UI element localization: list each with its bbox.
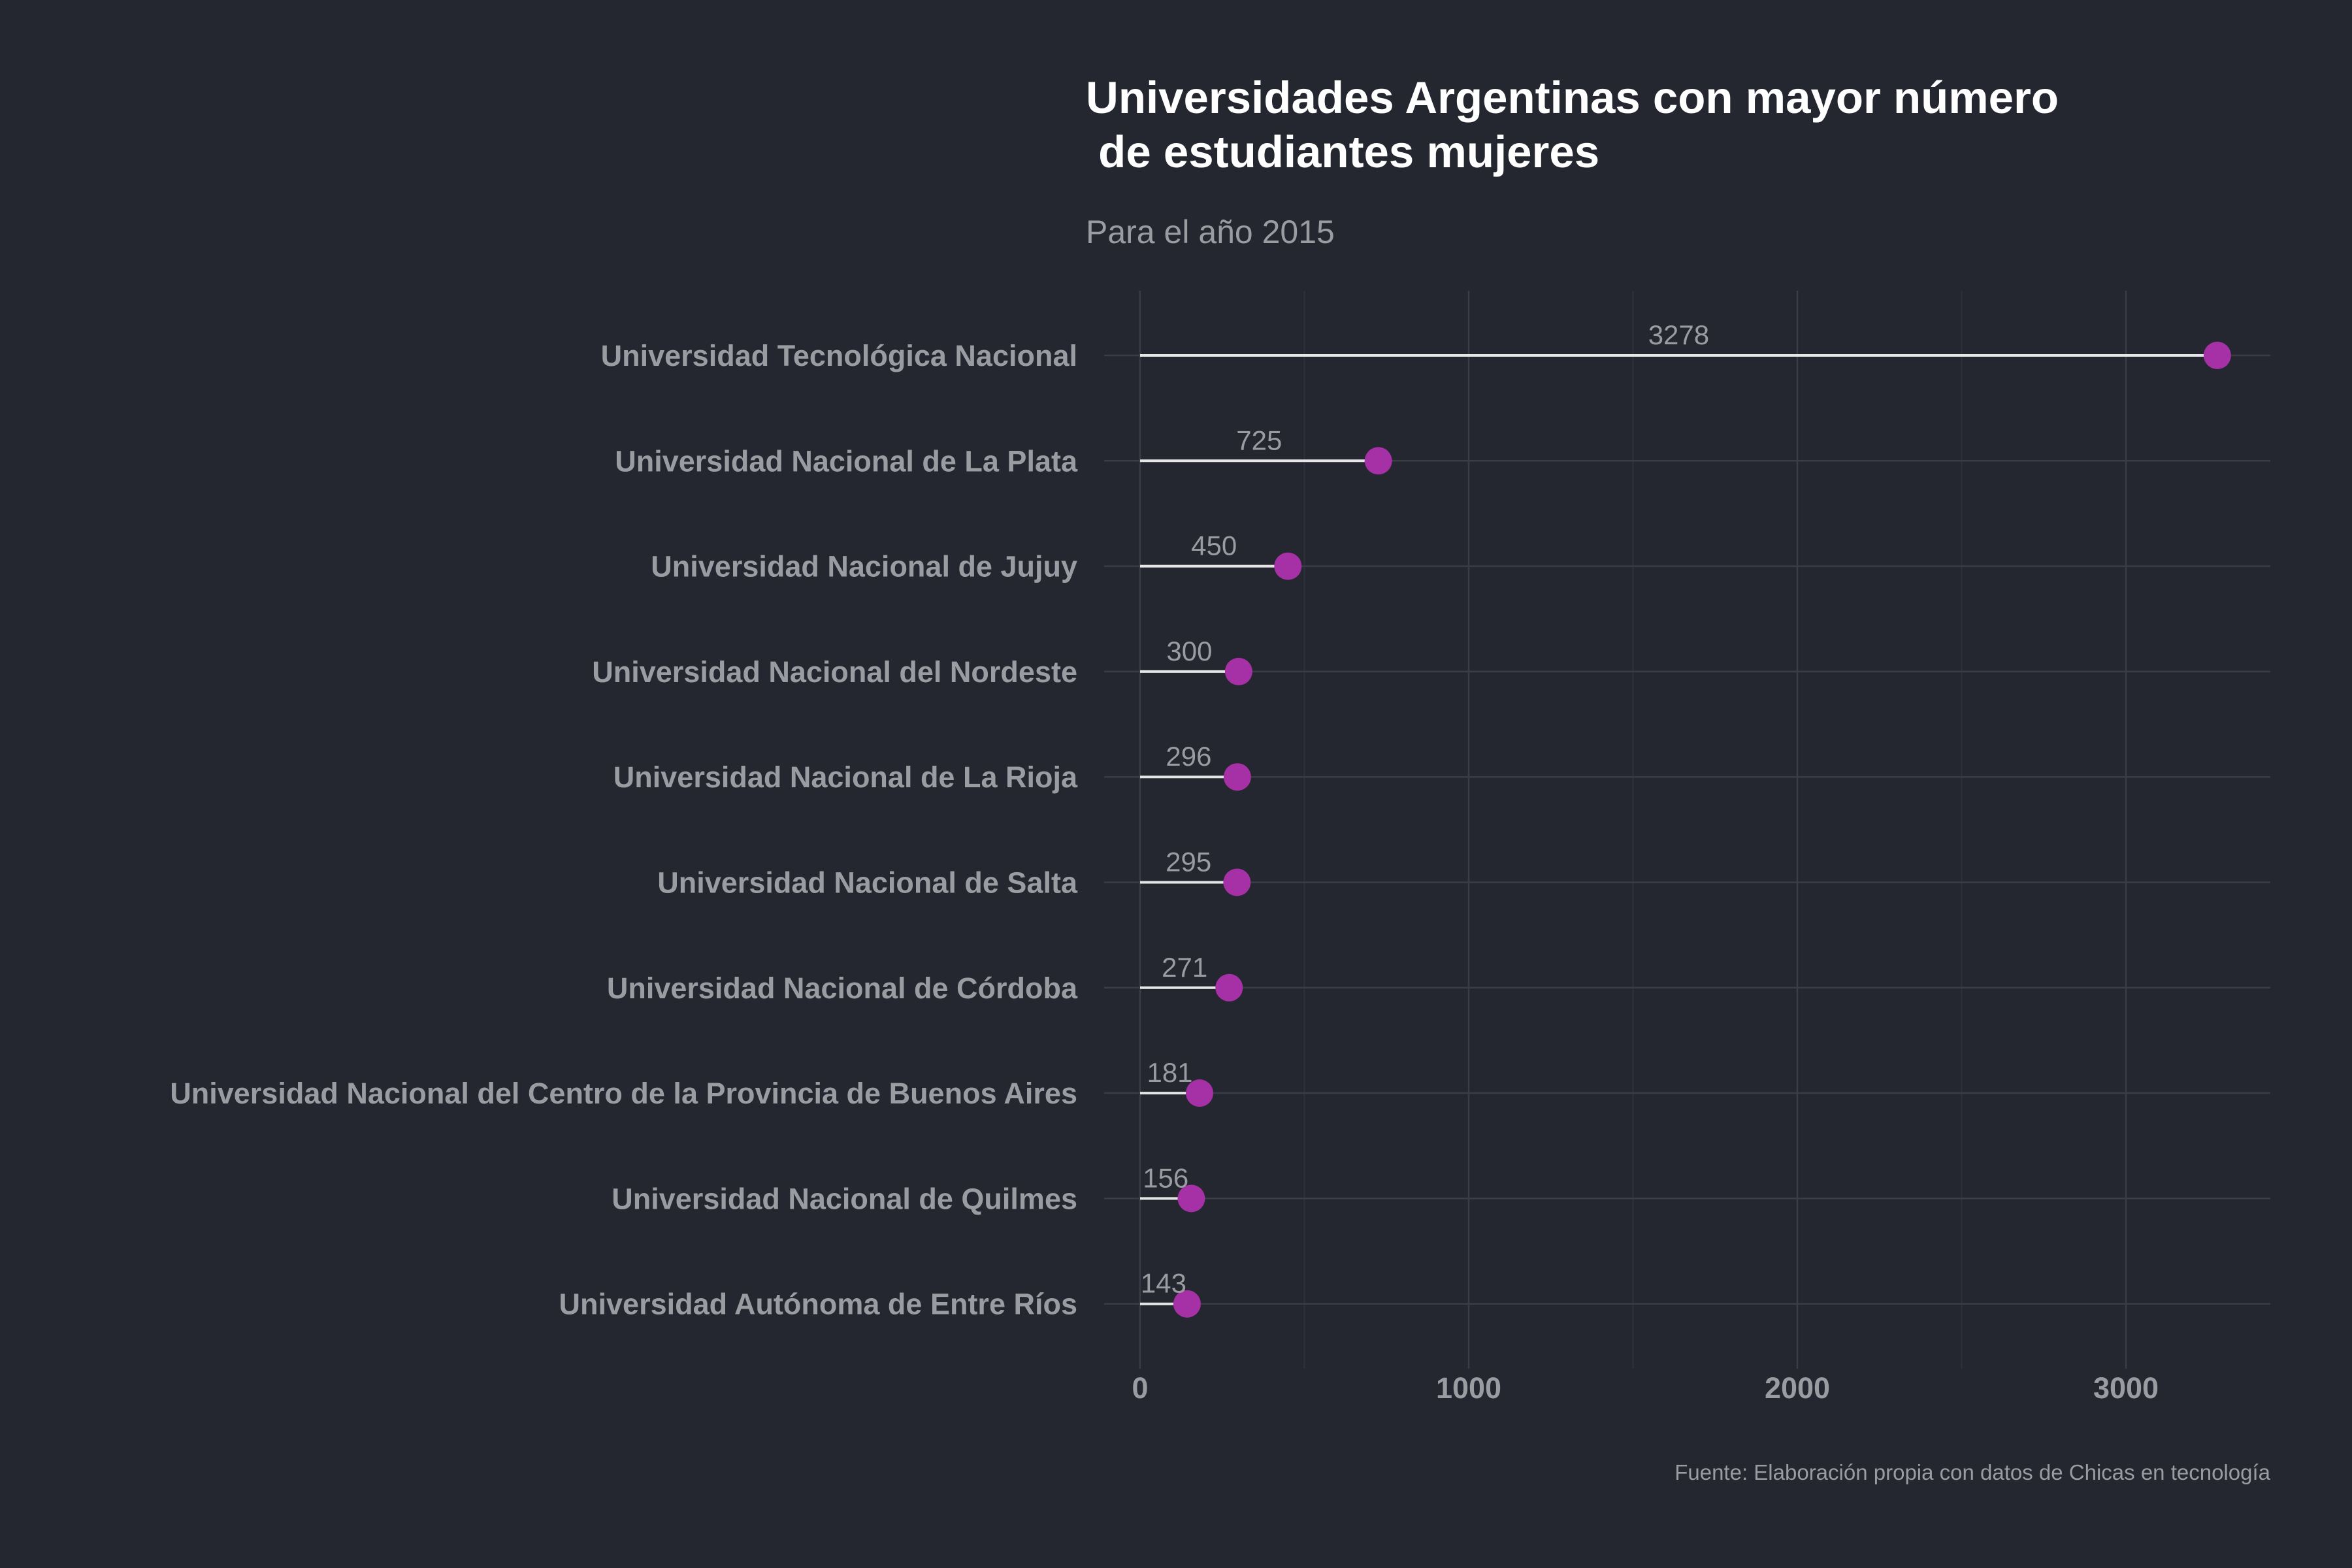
chart-title-line-2: de estudiantes mujeres — [1086, 127, 1599, 177]
title-block: Universidades Argentinas con mayor númer… — [1086, 73, 2059, 250]
category-label: Universidad Tecnológica Nacional — [601, 339, 1077, 372]
category-label: Universidad Autónoma de Entre Ríos — [559, 1288, 1077, 1321]
value-label: 271 — [1162, 952, 1207, 983]
chart-title-line-1: Universidades Argentinas con mayor númer… — [1086, 73, 2059, 123]
x-tick-label: 3000 — [2093, 1371, 2159, 1405]
lollipop-7: 181 Universidad Nacional del Centro de la… — [170, 1057, 1214, 1110]
lollipop-1: 725 Universidad Nacional de La Plata — [615, 425, 1392, 478]
data-point — [1223, 763, 1251, 791]
x-axis: 0 1000 2000 3000 — [1132, 1371, 2159, 1405]
lollipop-2: 450 Universidad Nacional de Jujuy — [651, 531, 1302, 583]
category-label: Universidad Nacional del Centro de la Pr… — [170, 1077, 1077, 1110]
x-tick-label: 0 — [1132, 1371, 1148, 1405]
data-point — [1223, 868, 1251, 896]
category-label: Universidad Nacional de La Rioja — [613, 760, 1078, 794]
category-label: Universidad Nacional de Quilmes — [612, 1182, 1077, 1215]
chart-subtitle: Para el año 2015 — [1086, 214, 1335, 250]
value-label: 296 — [1166, 741, 1211, 772]
lollipop-6: 271 Universidad Nacional de Córdoba — [607, 952, 1243, 1005]
value-label: 725 — [1236, 425, 1282, 455]
data-point — [1364, 447, 1392, 475]
value-label: 181 — [1147, 1057, 1192, 1088]
category-label: Universidad Nacional de Jujuy — [651, 550, 1077, 583]
data-point — [1186, 1079, 1214, 1107]
data-point — [1177, 1184, 1205, 1213]
category-label: Universidad Nacional de Córdoba — [607, 972, 1078, 1005]
value-label: 143 — [1141, 1268, 1186, 1299]
x-tick-label: 2000 — [1765, 1371, 1830, 1405]
lollipop-8: 156 Universidad Nacional de Quilmes — [612, 1162, 1205, 1215]
lollipop-5: 295 Universidad Nacional de Salta — [657, 847, 1251, 900]
data-point — [2203, 342, 2231, 369]
value-label: 156 — [1143, 1162, 1188, 1193]
data-point — [1274, 552, 1302, 580]
lollipop-9: 143 Universidad Autónoma de Entre Ríos — [559, 1268, 1201, 1321]
value-label: 450 — [1191, 531, 1237, 561]
value-label: 3278 — [1648, 319, 1709, 350]
lollipop-3: 300 Universidad Nacional del Nordeste — [592, 636, 1252, 689]
lollipop-0: 3278 Universidad Tecnológica Nacional — [601, 319, 2231, 372]
data-point — [1215, 973, 1243, 1002]
category-label: Universidad Nacional de La Plata — [615, 444, 1078, 478]
lollipop-4: 296 Universidad Nacional de La Rioja — [613, 741, 1251, 794]
marks-layer: 3278 Universidad Tecnológica Nacional 725 U… — [170, 319, 2231, 1321]
value-label: 300 — [1166, 636, 1212, 666]
grid-layer — [1104, 291, 2270, 1369]
category-label: Universidad Nacional de Salta — [657, 866, 1078, 900]
data-point — [1173, 1290, 1201, 1318]
x-tick-label: 1000 — [1436, 1371, 1501, 1405]
chart-caption: Fuente: Elaboración propia con datos de … — [1674, 1460, 2270, 1484]
value-label: 295 — [1166, 847, 1211, 877]
category-label: Universidad Nacional del Nordeste — [592, 655, 1077, 689]
data-point — [1224, 657, 1252, 685]
